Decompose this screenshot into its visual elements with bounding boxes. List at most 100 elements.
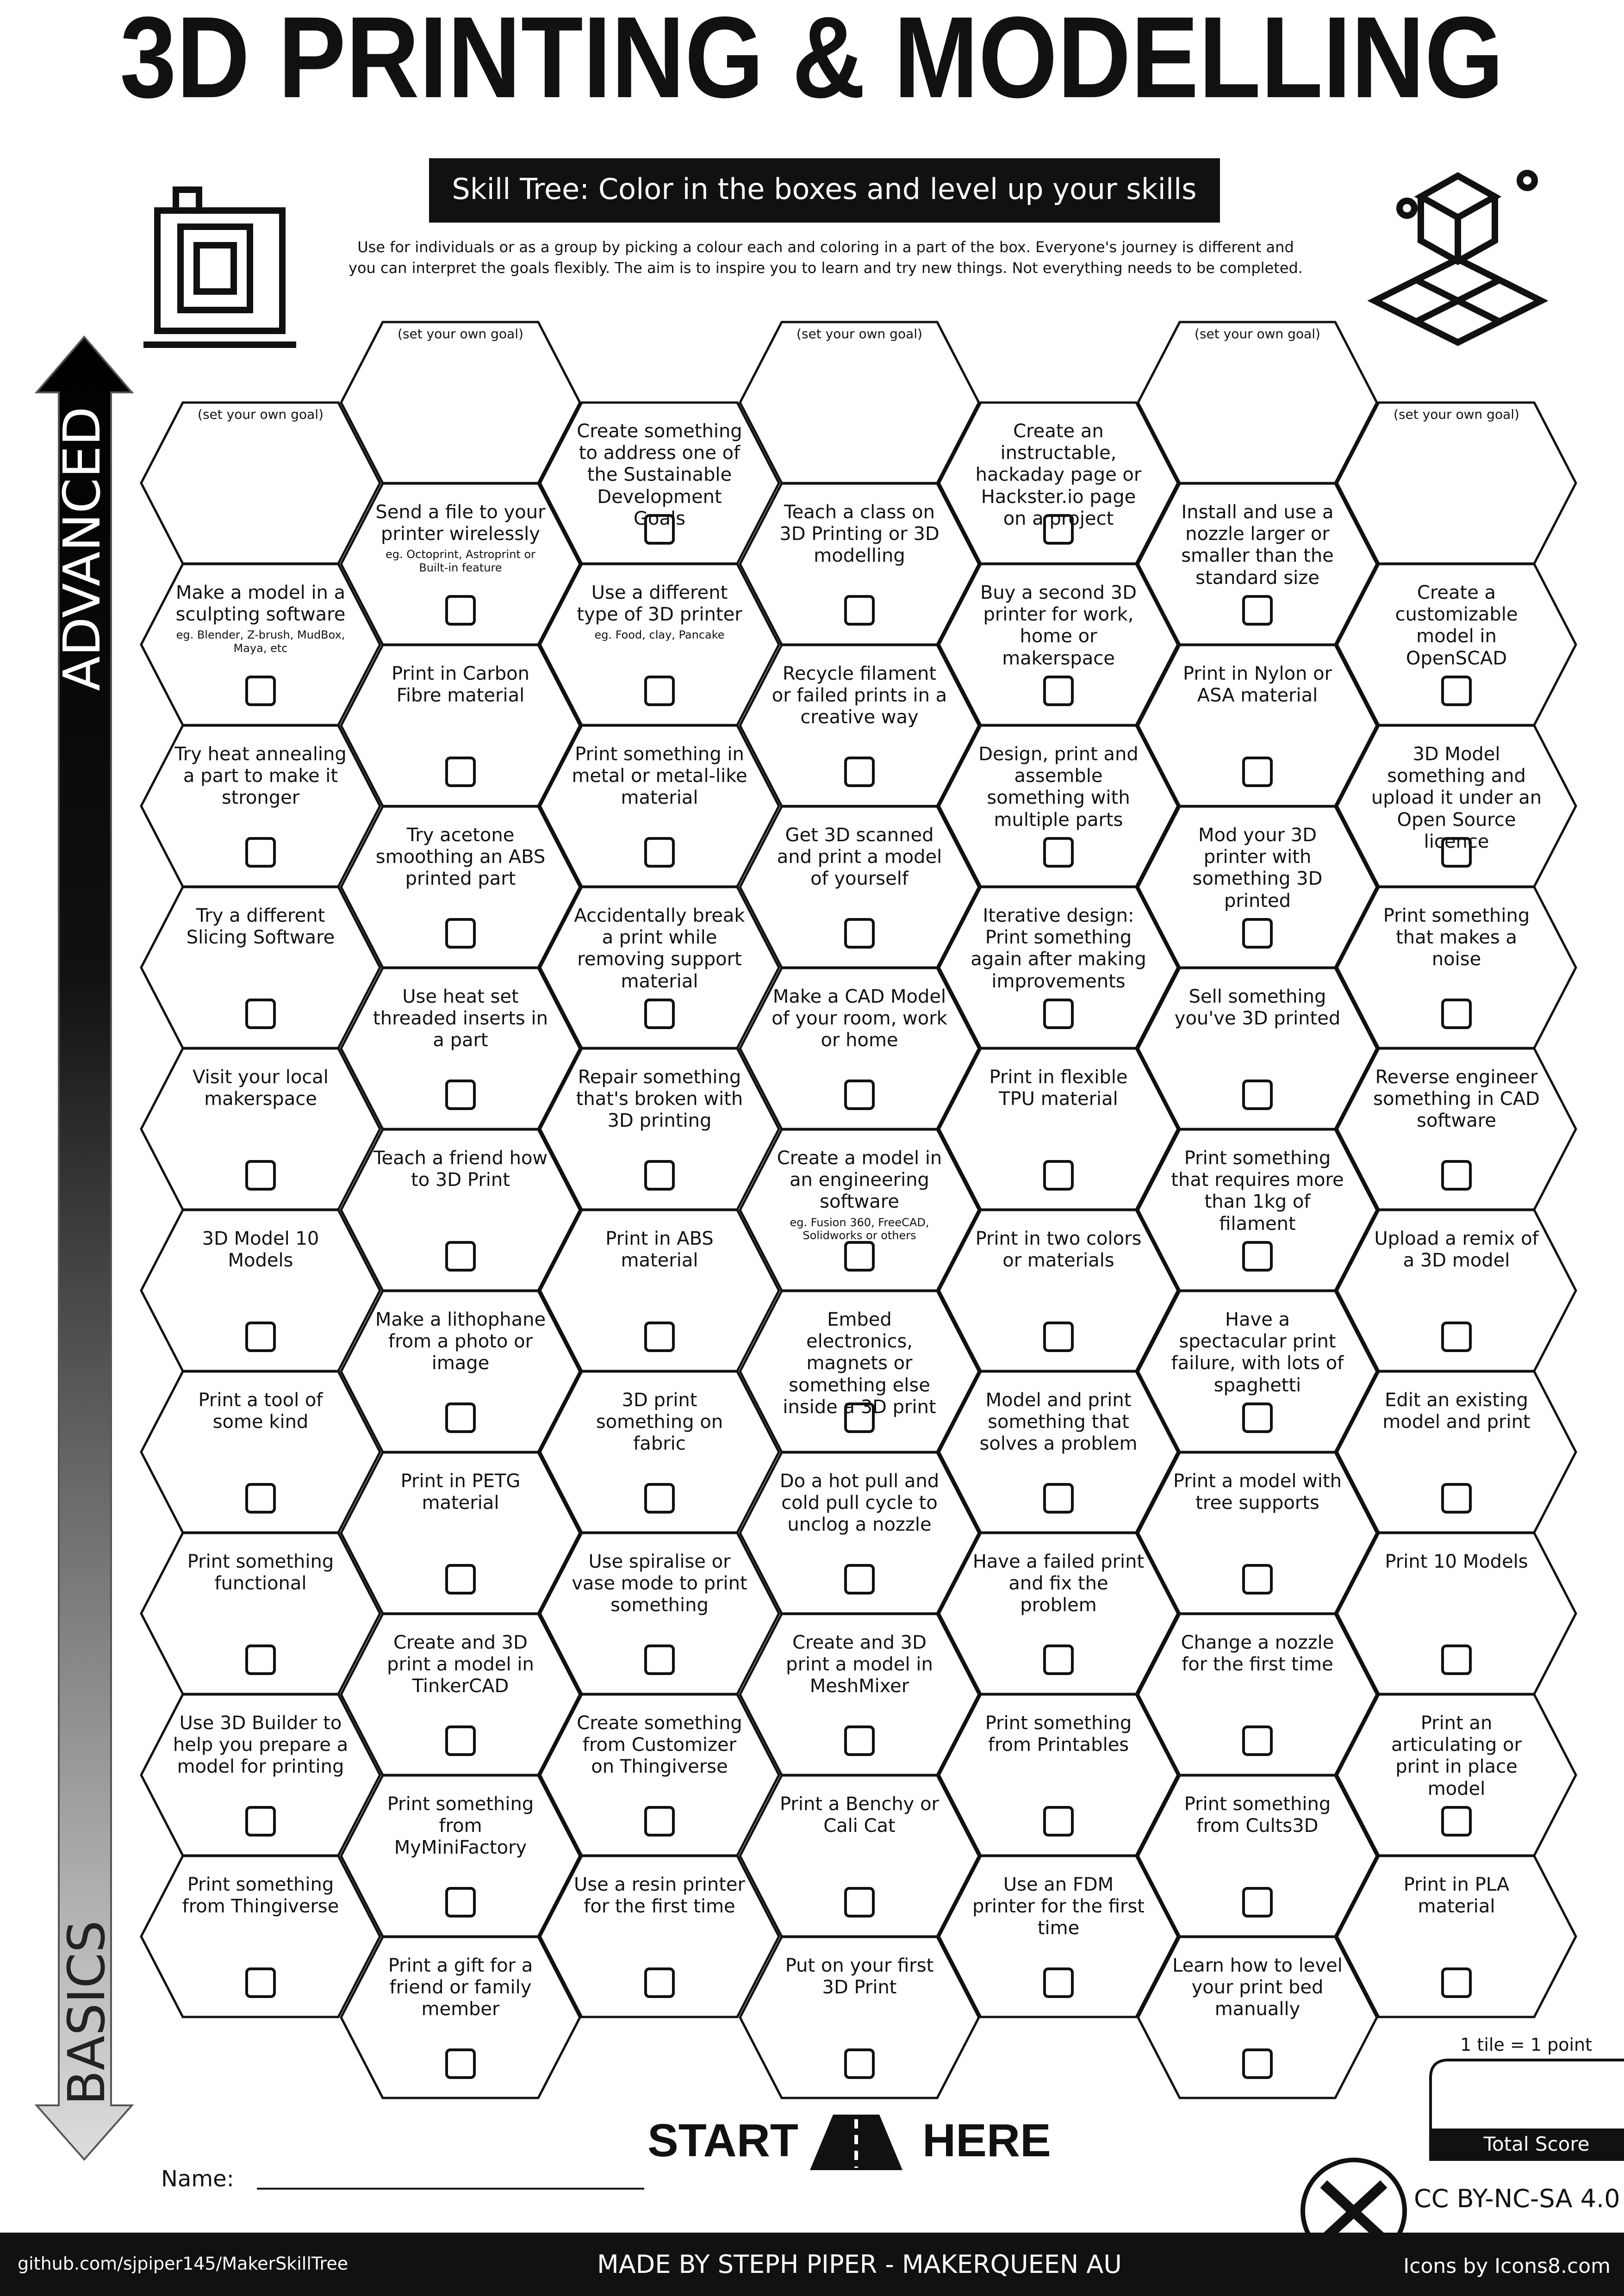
tile-label: Print in two colors or materials <box>975 1228 1142 1272</box>
tile-icon <box>844 595 875 626</box>
tile-text: Mod your 3D printer with something 3D pr… <box>1170 825 1345 912</box>
tile-label: Print a tool of some kind <box>198 1390 323 1433</box>
tile-label: Have a failed print and fix the problem <box>972 1551 1145 1616</box>
tile-text: Buy a second 3D printer for work, home o… <box>971 582 1146 670</box>
tile-label: Edit an existing model and print <box>1382 1390 1531 1433</box>
tile-text: Print something from MyMiniFactory <box>373 1793 548 1859</box>
tile-icon <box>445 757 476 787</box>
tile-text: Visit your local makerspace <box>173 1067 348 1110</box>
tile-icon <box>1441 1322 1472 1352</box>
tile-text: Create and 3D print a model in MeshMixer <box>772 1632 947 1698</box>
tile-icon <box>844 1080 875 1110</box>
tile-icon <box>1242 595 1273 626</box>
tile-label: Print something from Printables <box>985 1713 1132 1756</box>
tile-icon <box>1242 1887 1273 1917</box>
tile-label: Make a model in a sculpting software <box>175 582 346 626</box>
tile-label: Use spiralise or vase mode to print some… <box>572 1551 747 1616</box>
skill-hex <box>1336 401 1577 565</box>
tile-icon <box>1043 1160 1074 1191</box>
tile-icon <box>1441 1483 1472 1514</box>
tile-label: Teach a class on 3D Printing or 3D model… <box>779 502 940 567</box>
tile-text: Get 3D scanned and print a model of your… <box>772 825 947 890</box>
tile-label: Reverse engineer something in CAD softwa… <box>1373 1067 1540 1132</box>
tile-label: Put on your first 3D Print <box>785 1955 934 1998</box>
tile-label: Use an FDM printer for the first time <box>972 1874 1145 1939</box>
tile-text: Print something functional <box>173 1551 348 1595</box>
tile-icon <box>844 1241 875 1272</box>
tile-label: Accidentally break a print while removin… <box>574 905 745 992</box>
tile-label: Create and 3D print a model in TinkerCAD <box>387 1632 534 1697</box>
tile-sub: eg. Food, clay, Pancake <box>594 628 725 642</box>
tile-label: Create a customizable model in OpenSCAD <box>1395 582 1518 669</box>
tile-text: Print something in metal or metal-like m… <box>572 744 747 809</box>
tile-icon <box>445 595 476 626</box>
tile-label: Create something to address one of the S… <box>577 421 742 529</box>
tile-text: Make a CAD Model of your room, work or h… <box>772 986 947 1052</box>
tile-label: Model and print something that solves a … <box>979 1390 1138 1455</box>
tile-label: Use 3D Builder to help you prepare a mod… <box>173 1713 348 1778</box>
tile-label: Create and 3D print a model in MeshMixer <box>786 1632 933 1697</box>
skill-hex <box>1137 321 1378 484</box>
tile-label: Upload a remix of a 3D model <box>1374 1228 1539 1272</box>
tile-note: (set your own goal) <box>398 326 523 341</box>
tile-icon <box>844 918 875 949</box>
tile-label: Print in PETG material <box>400 1471 521 1514</box>
tile-icon <box>445 918 476 949</box>
tile-label: Try acetone smoothing an ABS printed par… <box>375 825 546 890</box>
tile-label: Create an instructable, hackaday page or… <box>975 421 1142 529</box>
tile-label: Create a model in an engineering softwar… <box>777 1148 942 1213</box>
tile-icon <box>245 999 276 1029</box>
tile-text: Print a model with tree supports <box>1170 1471 1345 1514</box>
tile-label: Print in Nylon or ASA material <box>1182 663 1332 707</box>
tile-icon <box>1242 918 1273 949</box>
tile-icon <box>1242 1725 1273 1756</box>
tile-label: Print something from Cults3D <box>1184 1793 1331 1837</box>
printer-icon <box>143 186 296 348</box>
tile-icon <box>245 1160 276 1191</box>
tile-text: Sell something you've 3D printed <box>1170 986 1345 1030</box>
subtitle-bar <box>429 158 1220 223</box>
tile-text: Reverse engineer something in CAD softwa… <box>1369 1067 1544 1132</box>
tile-label: Print something from MyMiniFactory <box>387 1793 534 1859</box>
tile-text: Create something from Customizer on Thin… <box>572 1713 747 1778</box>
tile-icon <box>844 757 875 787</box>
tile-icon <box>445 1887 476 1917</box>
tile-icon <box>644 1322 675 1352</box>
tile-text: Use an FDM printer for the first time <box>971 1874 1146 1940</box>
footer-url: github.com/sjpiper145/MakerSkillTree <box>18 2253 348 2274</box>
tile-label: Print something in metal or metal-like m… <box>572 744 747 809</box>
tile-icon <box>1043 1967 1074 1998</box>
cube-icon <box>1367 170 1549 346</box>
tile-text: Use a different type of 3D printer eg. Fo… <box>572 582 747 642</box>
tile-text: Have a failed print and fix the problem <box>971 1551 1146 1617</box>
tile-icon <box>1043 1483 1074 1514</box>
tile-icon <box>245 1806 276 1837</box>
tile-icon <box>844 2048 875 2079</box>
tile-text: Print a tool of some kind <box>173 1390 348 1433</box>
tile-text: Make a model in a sculpting software eg. … <box>173 582 348 655</box>
footer-bar <box>0 2233 1624 2296</box>
tile-icon <box>1242 1564 1273 1595</box>
tile-icon <box>445 1564 476 1595</box>
tile-text: Print something from Printables <box>971 1713 1146 1756</box>
tile-text: Print 10 Models <box>1369 1551 1544 1573</box>
tile-label: Print an articulating or print in place … <box>1391 1713 1522 1800</box>
intro: Use for individuals or as a group by pic… <box>348 238 1303 277</box>
tile-label: Learn how to level your print bed manual… <box>1172 1955 1343 2020</box>
score-bar <box>1431 2128 1624 2159</box>
tile-label: Create something from Customizer on Thin… <box>577 1713 742 1778</box>
skill-hex <box>340 321 581 484</box>
tile-icon <box>1242 1080 1273 1110</box>
start-label: START <box>647 2115 798 2166</box>
tile-text: 3D Model something and upload it under a… <box>1369 744 1544 853</box>
tile-text: Try acetone smoothing an ABS printed par… <box>373 825 548 890</box>
tile-label: Print a gift for a friend or family memb… <box>388 1955 533 2020</box>
tile-icon <box>245 837 276 868</box>
tile-icon <box>1441 1160 1472 1191</box>
tile-text: Send a file to your printer wirelessly eg… <box>373 502 548 575</box>
tile-icon <box>245 1483 276 1514</box>
tile-icon <box>1043 1806 1074 1837</box>
tile-icon <box>245 1322 276 1352</box>
tile-icon <box>844 1402 875 1433</box>
